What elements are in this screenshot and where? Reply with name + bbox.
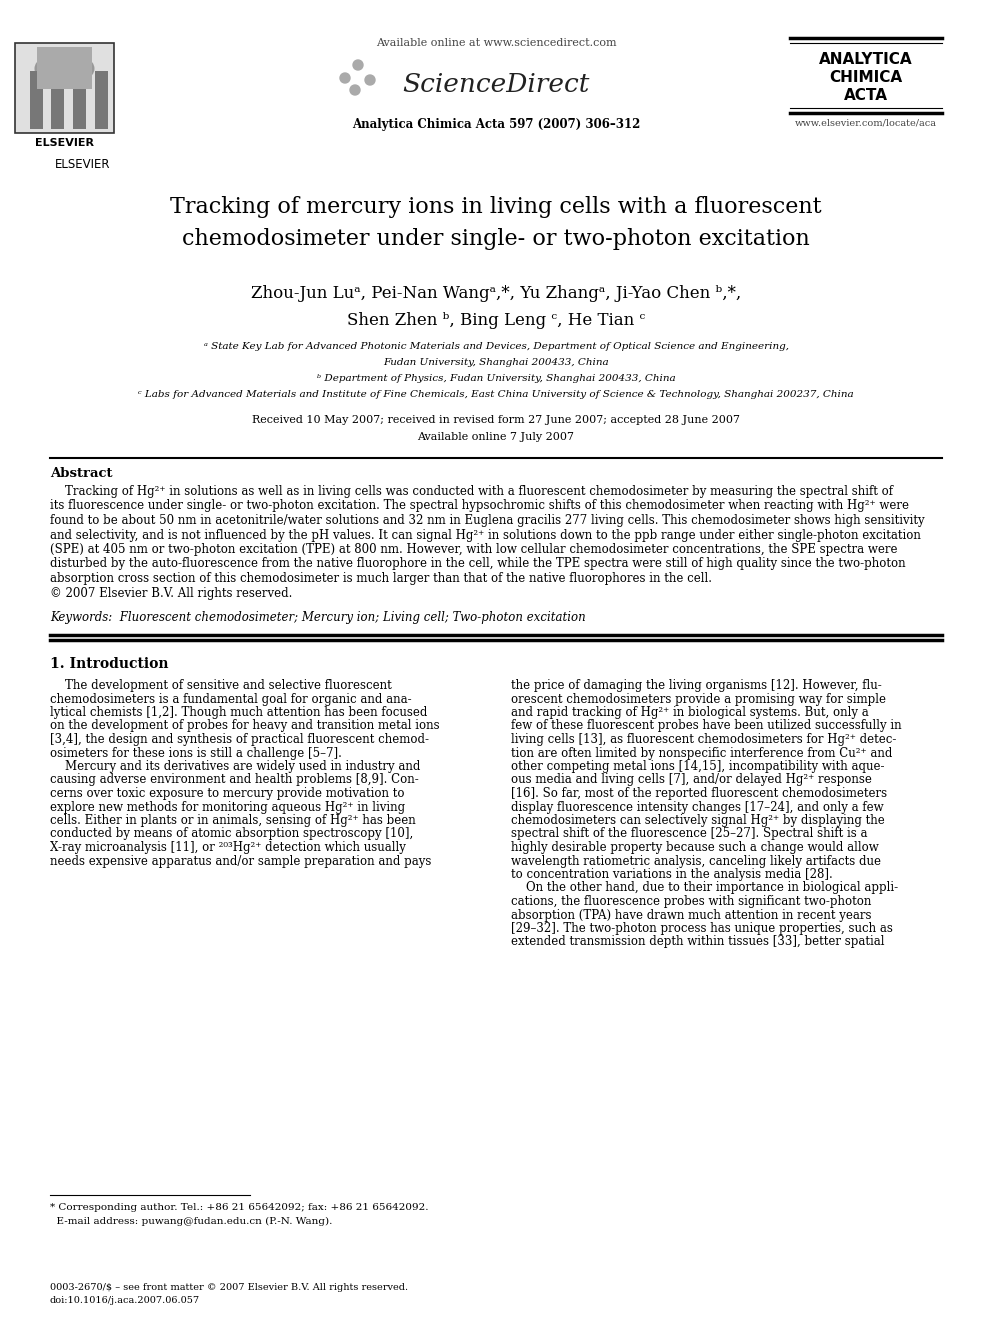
Text: Shen Zhen ᵇ, Bing Leng ᶜ, He Tian ᶜ: Shen Zhen ᵇ, Bing Leng ᶜ, He Tian ᶜ bbox=[347, 312, 645, 329]
Text: and selectivity, and is not influenced by the pH values. It can signal Hg²⁺ in s: and selectivity, and is not influenced b… bbox=[50, 528, 921, 541]
Text: conducted by means of atomic absorption spectroscopy [10],: conducted by means of atomic absorption … bbox=[50, 827, 414, 840]
Text: other competing metal ions [14,15], incompatibility with aque-: other competing metal ions [14,15], inco… bbox=[511, 759, 885, 773]
Text: needs expensive apparatus and/or sample preparation and pays: needs expensive apparatus and/or sample … bbox=[50, 855, 432, 868]
Text: wavelength ratiometric analysis, canceling likely artifacts due: wavelength ratiometric analysis, canceli… bbox=[511, 855, 881, 868]
Text: cerns over toxic exposure to mercury provide motivation to: cerns over toxic exposure to mercury pro… bbox=[50, 787, 405, 800]
Text: cells. Either in plants or in animals, sensing of Hg²⁺ has been: cells. Either in plants or in animals, s… bbox=[50, 814, 416, 827]
Text: chemodosimeters can selectively signal Hg²⁺ by displaying the: chemodosimeters can selectively signal H… bbox=[511, 814, 885, 827]
Text: absorption (TPA) have drawn much attention in recent years: absorption (TPA) have drawn much attenti… bbox=[511, 909, 872, 922]
Text: Zhou-Jun Luᵃ, Pei-Nan Wangᵃ,*, Yu Zhangᵃ, Ji-Yao Chen ᵇ,*,: Zhou-Jun Luᵃ, Pei-Nan Wangᵃ,*, Yu Zhangᵃ… bbox=[251, 284, 741, 302]
Text: © 2007 Elsevier B.V. All rights reserved.: © 2007 Elsevier B.V. All rights reserved… bbox=[50, 586, 293, 599]
Circle shape bbox=[340, 73, 350, 83]
Text: [3,4], the design and synthesis of practical fluorescent chemod-: [3,4], the design and synthesis of pract… bbox=[50, 733, 429, 746]
Text: the price of damaging the living organisms [12]. However, flu-: the price of damaging the living organis… bbox=[511, 679, 882, 692]
Bar bbox=[37, 48, 91, 89]
Text: tion are often limited by nonspecific interference from Cu²⁺ and: tion are often limited by nonspecific in… bbox=[511, 746, 893, 759]
Text: [16]. So far, most of the reported fluorescent chemodosimeters: [16]. So far, most of the reported fluor… bbox=[511, 787, 887, 800]
Text: osimeters for these ions is still a challenge [5–7].: osimeters for these ions is still a chal… bbox=[50, 746, 342, 759]
Text: lytical chemists [1,2]. Though much attention has been focused: lytical chemists [1,2]. Though much atte… bbox=[50, 706, 428, 718]
Text: ELSEVIER: ELSEVIER bbox=[35, 138, 94, 148]
Text: cations, the fluorescence probes with significant two-photon: cations, the fluorescence probes with si… bbox=[511, 894, 871, 908]
Text: Tracking of Hg²⁺ in solutions as well as in living cells was conducted with a fl: Tracking of Hg²⁺ in solutions as well as… bbox=[50, 486, 893, 497]
Text: ANALYTICA: ANALYTICA bbox=[819, 52, 913, 67]
Bar bbox=[95, 71, 108, 128]
Text: www.elsevier.com/locate/aca: www.elsevier.com/locate/aca bbox=[795, 118, 937, 127]
Circle shape bbox=[350, 85, 360, 95]
Bar bbox=[15, 44, 113, 134]
Text: ᵇ Department of Physics, Fudan University, Shanghai 200433, China: ᵇ Department of Physics, Fudan Universit… bbox=[316, 374, 676, 382]
Text: chemodosimeters is a fundamental goal for organic and ana-: chemodosimeters is a fundamental goal fo… bbox=[50, 692, 412, 705]
Text: * Corresponding author. Tel.: +86 21 65642092; fax: +86 21 65642092.: * Corresponding author. Tel.: +86 21 656… bbox=[50, 1203, 429, 1212]
Text: to concentration variations in the analysis media [28].: to concentration variations in the analy… bbox=[511, 868, 832, 881]
Ellipse shape bbox=[35, 52, 94, 86]
Text: causing adverse environment and health problems [8,9]. Con-: causing adverse environment and health p… bbox=[50, 774, 419, 786]
Text: Abstract: Abstract bbox=[50, 467, 112, 480]
Text: spectral shift of the fluorescence [25–27]. Spectral shift is a: spectral shift of the fluorescence [25–2… bbox=[511, 827, 867, 840]
Text: orescent chemodosimeters provide a promising way for simple: orescent chemodosimeters provide a promi… bbox=[511, 692, 886, 705]
Text: on the development of probes for heavy and transition metal ions: on the development of probes for heavy a… bbox=[50, 720, 439, 733]
Text: ous media and living cells [7], and/or delayed Hg²⁺ response: ous media and living cells [7], and/or d… bbox=[511, 774, 872, 786]
Text: CHIMICA: CHIMICA bbox=[829, 70, 903, 85]
Text: doi:10.1016/j.aca.2007.06.057: doi:10.1016/j.aca.2007.06.057 bbox=[50, 1297, 200, 1304]
Text: living cells [13], as fluorescent chemodosimeters for Hg²⁺ detec-: living cells [13], as fluorescent chemod… bbox=[511, 733, 897, 746]
Text: disturbed by the auto-fluorescence from the native fluorophore in the cell, whil: disturbed by the auto-fluorescence from … bbox=[50, 557, 906, 570]
Text: Fudan University, Shanghai 200433, China: Fudan University, Shanghai 200433, China bbox=[383, 359, 609, 366]
Text: 1. Introduction: 1. Introduction bbox=[50, 658, 169, 671]
Circle shape bbox=[365, 75, 375, 85]
Text: few of these fluorescent probes have been utilized successfully in: few of these fluorescent probes have bee… bbox=[511, 720, 902, 733]
Text: explore new methods for monitoring aqueous Hg²⁺ in living: explore new methods for monitoring aqueo… bbox=[50, 800, 405, 814]
Text: (SPE) at 405 nm or two-photon excitation (TPE) at 800 nm. However, with low cell: (SPE) at 405 nm or two-photon excitation… bbox=[50, 542, 898, 556]
Text: [29–32]. The two-photon process has unique properties, such as: [29–32]. The two-photon process has uniq… bbox=[511, 922, 893, 935]
Text: E-mail address: puwang@fudan.edu.cn (P.-N. Wang).: E-mail address: puwang@fudan.edu.cn (P.-… bbox=[50, 1217, 332, 1226]
Text: extended transmission depth within tissues [33], better spatial: extended transmission depth within tissu… bbox=[511, 935, 885, 949]
Text: found to be about 50 nm in acetonitrile/water solutions and 32 nm in Euglena gra: found to be about 50 nm in acetonitrile/… bbox=[50, 515, 925, 527]
Bar bbox=[52, 71, 64, 128]
Text: its fluorescence under single- or two-photon excitation. The spectral hypsochrom: its fluorescence under single- or two-ph… bbox=[50, 500, 909, 512]
Text: Analytica Chimica Acta 597 (2007) 306–312: Analytica Chimica Acta 597 (2007) 306–31… bbox=[352, 118, 640, 131]
Text: 0003-2670/$ – see front matter © 2007 Elsevier B.V. All rights reserved.: 0003-2670/$ – see front matter © 2007 El… bbox=[50, 1283, 408, 1293]
Text: ACTA: ACTA bbox=[844, 89, 888, 103]
Text: ELSEVIER: ELSEVIER bbox=[55, 157, 110, 171]
Text: Keywords:  Fluorescent chemodosimeter; Mercury ion; Living cell; Two-photon exci: Keywords: Fluorescent chemodosimeter; Me… bbox=[50, 611, 585, 624]
Bar bbox=[30, 71, 43, 128]
Text: Received 10 May 2007; received in revised form 27 June 2007; accepted 28 June 20: Received 10 May 2007; received in revise… bbox=[252, 415, 740, 425]
Text: display fluorescence intensity changes [17–24], and only a few: display fluorescence intensity changes [… bbox=[511, 800, 884, 814]
Text: ScienceDirect: ScienceDirect bbox=[403, 71, 589, 97]
Text: ᶜ Labs for Advanced Materials and Institute of Fine Chemicals, East China Univer: ᶜ Labs for Advanced Materials and Instit… bbox=[138, 390, 854, 400]
Text: Available online at www.sciencedirect.com: Available online at www.sciencedirect.co… bbox=[376, 38, 616, 48]
Text: On the other hand, due to their importance in biological appli-: On the other hand, due to their importan… bbox=[511, 881, 898, 894]
Text: and rapid tracking of Hg²⁺ in biological systems. But, only a: and rapid tracking of Hg²⁺ in biological… bbox=[511, 706, 869, 718]
Text: Tracking of mercury ions in living cells with a fluorescent: Tracking of mercury ions in living cells… bbox=[171, 196, 821, 218]
Bar bbox=[73, 71, 86, 128]
Text: ᵃ State Key Lab for Advanced Photonic Materials and Devices, Department of Optic: ᵃ State Key Lab for Advanced Photonic Ma… bbox=[203, 343, 789, 351]
Text: chemodosimeter under single- or two-photon excitation: chemodosimeter under single- or two-phot… bbox=[183, 228, 809, 250]
Text: absorption cross section of this chemodosimeter is much larger than that of the : absorption cross section of this chemodo… bbox=[50, 572, 712, 585]
Text: The development of sensitive and selective fluorescent: The development of sensitive and selecti… bbox=[50, 679, 392, 692]
Text: highly desirable property because such a change would allow: highly desirable property because such a… bbox=[511, 841, 879, 855]
Text: Mercury and its derivatives are widely used in industry and: Mercury and its derivatives are widely u… bbox=[50, 759, 421, 773]
Text: X-ray microanalysis [11], or ²⁰³Hg²⁺ detection which usually: X-ray microanalysis [11], or ²⁰³Hg²⁺ det… bbox=[50, 841, 406, 855]
Circle shape bbox=[353, 60, 363, 70]
Text: Available online 7 July 2007: Available online 7 July 2007 bbox=[418, 433, 574, 442]
